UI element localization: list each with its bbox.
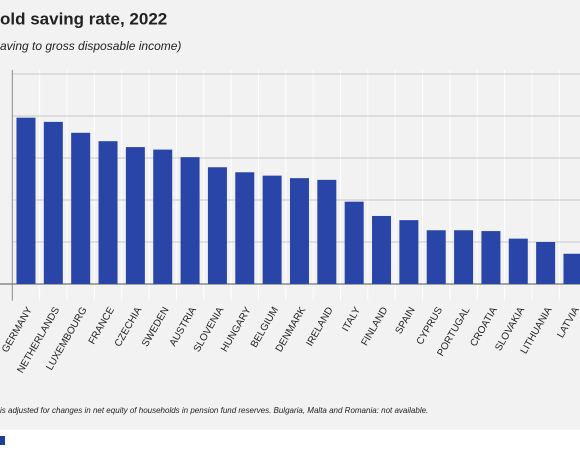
chart-title: old saving rate, 2022 <box>0 9 167 28</box>
bar <box>399 220 419 284</box>
bar <box>180 157 200 284</box>
bar <box>344 201 364 284</box>
bar <box>454 230 474 284</box>
bar <box>481 231 501 284</box>
bar <box>16 117 36 285</box>
logo <box>0 436 5 445</box>
bar <box>289 178 309 284</box>
bar <box>563 253 580 284</box>
bar <box>98 141 118 284</box>
bar <box>508 238 528 284</box>
bar <box>235 172 255 284</box>
bar <box>153 149 173 284</box>
bar <box>317 179 337 284</box>
bar <box>125 147 145 284</box>
bar <box>43 121 63 284</box>
bar <box>71 132 91 284</box>
footnote: is adjusted for changes in net equity of… <box>0 406 428 415</box>
bar <box>426 230 446 284</box>
chart-subtitle: aving to gross disposable income) <box>0 39 181 53</box>
bar <box>207 167 227 284</box>
bar <box>372 215 392 284</box>
bar <box>262 175 282 284</box>
bar <box>536 242 556 284</box>
